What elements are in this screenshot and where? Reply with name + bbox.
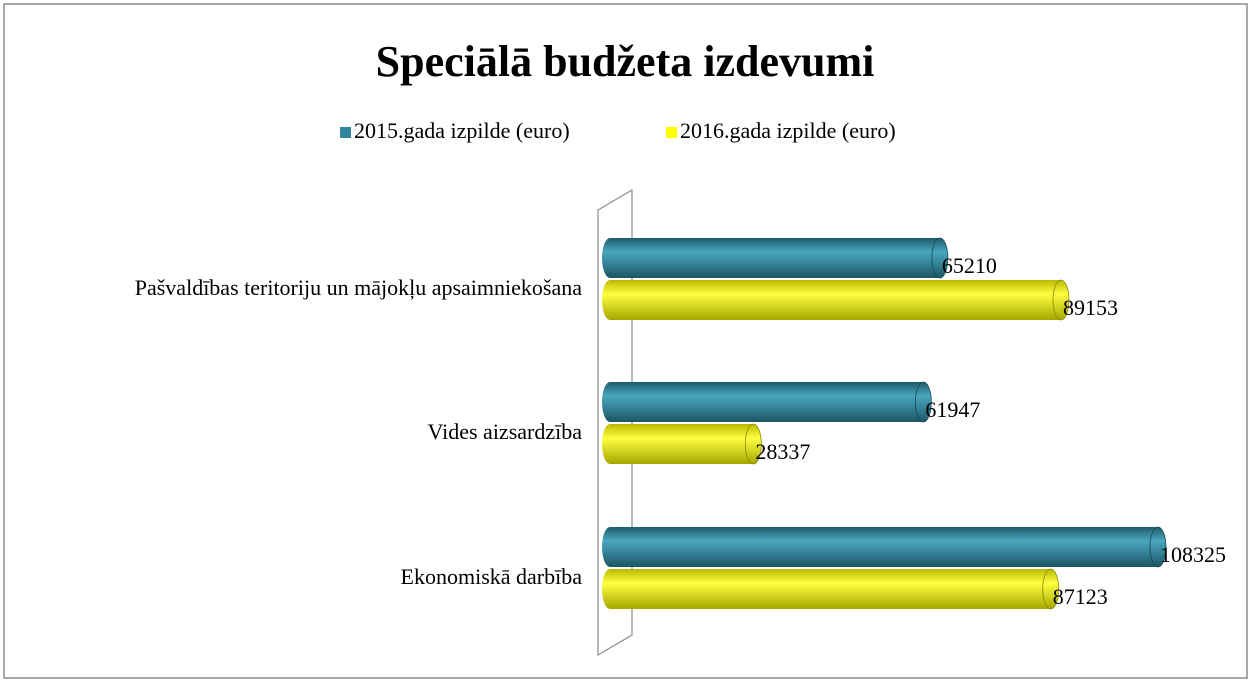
back-wall [597,188,633,657]
bar-cap [1042,568,1060,610]
bar [602,238,948,278]
bar [602,382,932,422]
bar-cap [1052,279,1070,321]
data-label: 61947 [925,397,980,422]
y-tick-label: Ekonomiskā darbība [401,564,583,589]
y-tick-label: Vides aizsardzība [428,419,583,444]
data-label: 108325 [1160,542,1226,567]
bar [602,527,1166,567]
y-tick-label: Pašvaldības teritoriju un mājokļu apsaim… [135,275,582,300]
legend-label: 2016.gada izpilde (euro) [680,118,896,143]
data-label: 89153 [1063,295,1118,320]
data-label: 28337 [755,439,810,464]
data-label: 87123 [1053,584,1108,609]
bar [602,280,1069,320]
bar [602,424,762,464]
legend-label: 2015.gada izpilde (euro) [354,118,570,143]
bar-cap [744,423,762,465]
chart-title: Speciālā budžeta izdevumi [376,37,875,86]
bar-cap [931,237,949,279]
bar [602,569,1059,609]
legend-swatch [340,127,351,138]
bar-cap [1149,526,1167,568]
legend-swatch [666,127,677,138]
data-label: 65210 [942,253,997,278]
bar-cap [914,381,932,423]
